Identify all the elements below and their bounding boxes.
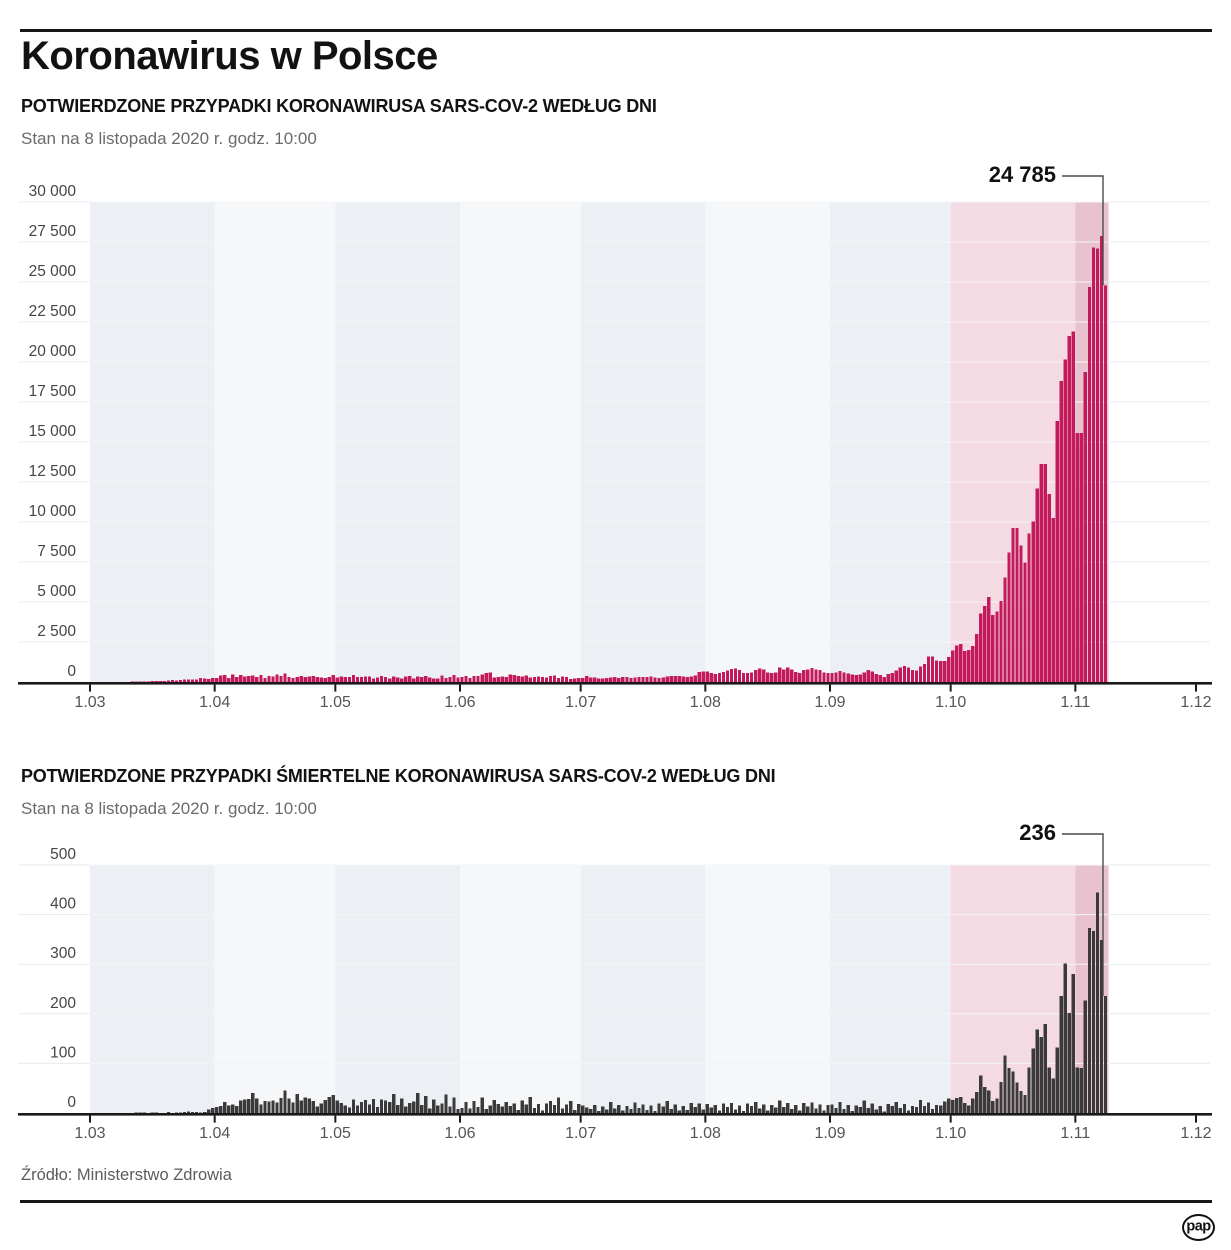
svg-text:200: 200 <box>50 995 76 1012</box>
svg-text:1.10: 1.10 <box>935 694 966 711</box>
svg-text:1.07: 1.07 <box>565 1125 596 1142</box>
cases-chart-title: POTWIERDZONE PRZYPADKI KORONAWIRUSA SARS… <box>21 96 657 116</box>
svg-text:7 500: 7 500 <box>37 543 76 560</box>
cases-annotation-value: 24 785 <box>988 162 1056 187</box>
cases-chart: 0 2 500 5 000 7 500 10 000 12 500 15 000 17 500… <box>18 175 1212 711</box>
svg-text:1.03: 1.03 <box>74 694 105 711</box>
svg-text:1.04: 1.04 <box>199 694 230 711</box>
svg-text:0: 0 <box>67 1094 76 1111</box>
svg-text:1.06: 1.06 <box>444 1125 475 1142</box>
svg-text:400: 400 <box>50 896 76 913</box>
svg-text:0: 0 <box>67 663 76 680</box>
svg-text:500: 500 <box>50 846 76 863</box>
bottom-rule <box>20 1200 1212 1203</box>
svg-text:15 000: 15 000 <box>29 423 77 440</box>
svg-text:5 000: 5 000 <box>37 583 76 600</box>
svg-text:1.12: 1.12 <box>1180 1125 1211 1142</box>
svg-text:1.05: 1.05 <box>320 1125 351 1142</box>
pap-logo-text: pap <box>1186 1218 1211 1235</box>
svg-text:1.12: 1.12 <box>1180 694 1211 711</box>
svg-text:1.11: 1.11 <box>1060 694 1090 711</box>
top-rule <box>20 29 1212 32</box>
svg-text:1.03: 1.03 <box>74 1125 105 1142</box>
svg-text:300: 300 <box>50 945 76 962</box>
svg-text:20 000: 20 000 <box>29 343 77 360</box>
svg-text:1.08: 1.08 <box>690 694 721 711</box>
deaths-annotation-value: 236 <box>1019 820 1056 845</box>
svg-text:1.07: 1.07 <box>565 694 596 711</box>
source-text: Źródło: Ministerstwo Zdrowia <box>21 1166 232 1184</box>
svg-text:100: 100 <box>50 1044 76 1061</box>
svg-text:1.08: 1.08 <box>690 1125 721 1142</box>
main-title: Koronawirus w Polsce <box>21 34 438 78</box>
svg-text:12 500: 12 500 <box>29 463 77 480</box>
svg-text:27 500: 27 500 <box>29 223 77 240</box>
svg-text:10 000: 10 000 <box>29 503 77 520</box>
svg-text:2 500: 2 500 <box>37 623 76 640</box>
svg-text:1.11: 1.11 <box>1060 1125 1090 1142</box>
deaths-chart: 0 100 200 300 400 500 1.03 1.04 1.05 1.06 1.07 1.08… <box>18 833 1212 1142</box>
svg-text:17 500: 17 500 <box>29 383 77 400</box>
svg-text:1.04: 1.04 <box>199 1125 230 1142</box>
svg-text:30 000: 30 000 <box>29 183 77 200</box>
svg-text:1.06: 1.06 <box>444 694 475 711</box>
svg-text:1.09: 1.09 <box>814 1125 845 1142</box>
svg-text:1.10: 1.10 <box>935 1125 966 1142</box>
cases-chart-subtitle: Stan na 8 listopada 2020 r. godz. 10:00 <box>21 129 317 148</box>
pap-logo: pap <box>1182 1214 1215 1241</box>
svg-text:22 500: 22 500 <box>29 303 77 320</box>
svg-text:1.05: 1.05 <box>320 694 351 711</box>
deaths-chart-title: POTWIERDZONE PRZYPADKI ŚMIERTELNE KORONA… <box>21 766 776 786</box>
deaths-chart-subtitle: Stan na 8 listopada 2020 r. godz. 10:00 <box>21 799 317 818</box>
svg-text:25 000: 25 000 <box>29 263 77 280</box>
svg-text:1.09: 1.09 <box>814 694 845 711</box>
